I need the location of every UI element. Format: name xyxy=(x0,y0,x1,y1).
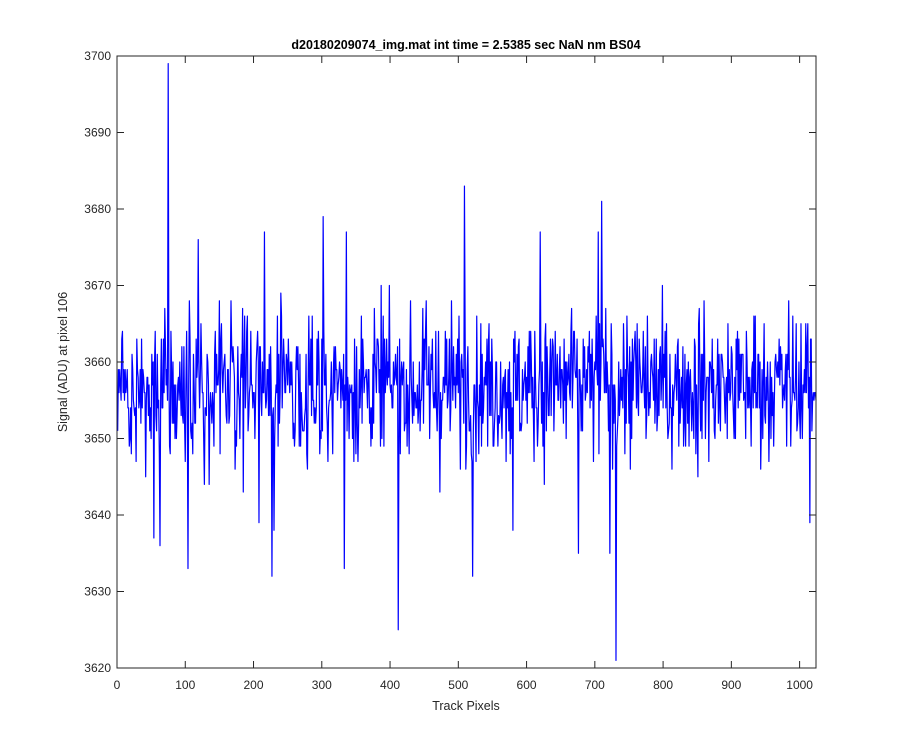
x-tick-label: 900 xyxy=(721,678,741,692)
y-tick-label: 3670 xyxy=(84,279,111,293)
y-tick-label: 3630 xyxy=(84,585,111,599)
x-tick-label: 300 xyxy=(312,678,332,692)
y-tick-label: 3620 xyxy=(84,661,111,675)
chart-title: d20180209074_img.mat int time = 2.5385 s… xyxy=(291,38,640,52)
x-axis-label: Track Pixels xyxy=(432,699,500,713)
x-tick-label: 400 xyxy=(380,678,400,692)
y-tick-label: 3650 xyxy=(84,432,111,446)
y-tick-label: 3700 xyxy=(84,49,111,63)
x-tick-label: 700 xyxy=(585,678,605,692)
x-tick-label: 600 xyxy=(517,678,537,692)
y-axis: 3620 3630 3640 3650 3660 3670 3680 3690 3700 xyxy=(84,49,816,675)
x-tick-label: 500 xyxy=(448,678,468,692)
series-layer xyxy=(117,63,817,661)
x-tick-label: 100 xyxy=(175,678,195,692)
y-tick-label: 3680 xyxy=(84,202,111,216)
signal-line xyxy=(117,63,817,661)
x-tick-label: 200 xyxy=(244,678,264,692)
y-tick-label: 3660 xyxy=(84,355,111,369)
x-tick-label: 1000 xyxy=(786,678,813,692)
x-tick-label: 800 xyxy=(653,678,673,692)
y-tick-label: 3640 xyxy=(84,508,111,522)
x-axis: 0 100 200 300 400 500 600 700 800 900 1000 xyxy=(114,56,813,692)
x-tick-label: 0 xyxy=(114,678,121,692)
y-tick-label: 3690 xyxy=(84,126,111,140)
y-axis-label: Signal (ADU) at pixel 106 xyxy=(56,292,70,432)
